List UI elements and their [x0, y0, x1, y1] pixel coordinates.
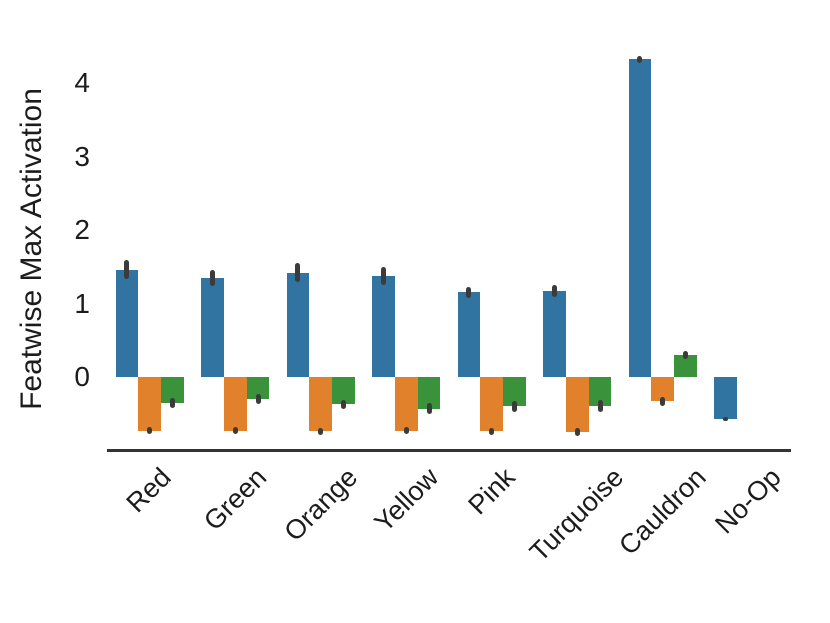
bar-green-cauldron	[674, 354, 697, 377]
error-bar	[232, 426, 238, 435]
error-bar	[683, 350, 689, 360]
bar-orange-orange	[309, 377, 333, 432]
y-tick-label: 0	[74, 361, 90, 392]
error-bar	[426, 403, 432, 414]
error-bar	[341, 399, 347, 409]
bar-blue-yellow	[372, 276, 395, 377]
error-bar	[660, 396, 666, 406]
y-tick-label: 4	[74, 67, 90, 98]
bar-orange-pink	[480, 377, 504, 432]
error-bar	[722, 416, 728, 422]
error-bar	[170, 397, 176, 408]
error-bar	[124, 260, 130, 280]
error-bar	[255, 393, 261, 405]
error-bar	[318, 427, 324, 436]
error-bar	[403, 426, 409, 435]
x-tick-label-orange: Orange	[277, 462, 363, 547]
x-tick-label-pink: Pink	[461, 462, 521, 521]
error-bar	[295, 263, 301, 283]
x-axis-line	[107, 449, 791, 452]
error-bar	[512, 401, 518, 412]
bar-green-orange	[332, 377, 355, 405]
bar-blue-green	[201, 277, 224, 377]
error-bar	[551, 285, 557, 297]
bar-orange-red	[138, 377, 162, 431]
bar-blue-pink	[457, 292, 481, 377]
error-bar	[466, 286, 472, 299]
bar-orange-cauldron	[651, 377, 675, 402]
bar-blue-red	[115, 269, 139, 377]
y-axis-tick-labels: 0 1 2 3 4	[0, 0, 90, 623]
error-bar	[574, 428, 580, 436]
y-tick-label: 1	[74, 287, 90, 319]
error-bar	[147, 426, 153, 435]
bar-green-red	[161, 377, 184, 403]
bar-green-turquoise	[588, 377, 612, 406]
x-tick-label-red: Red	[120, 462, 178, 519]
error-bar	[380, 267, 386, 286]
error-bar	[209, 269, 215, 286]
bar-green-pink	[503, 377, 526, 407]
bar-green-yellow	[417, 377, 441, 409]
y-tick-label: 2	[74, 214, 90, 245]
x-tick-label-turquoise: Turquoise	[524, 462, 630, 568]
bar-blue-turquoise	[543, 291, 566, 377]
error-bar	[637, 55, 643, 64]
bar-blue-orange	[286, 272, 310, 377]
bar-blue-cauldron	[628, 59, 652, 377]
x-tick-label-cauldron: Cauldron	[612, 462, 712, 561]
bar-blue-no-op	[714, 377, 737, 419]
x-tick-label-no-op: No-Op	[708, 462, 787, 540]
bar-orange-green	[223, 377, 247, 431]
x-tick-label-yellow: Yellow	[368, 462, 444, 538]
error-bar	[489, 427, 495, 436]
bar-orange-turquoise	[565, 377, 589, 433]
error-bar	[597, 399, 603, 412]
bar-orange-yellow	[394, 377, 418, 431]
y-tick-label: 3	[74, 140, 90, 172]
x-tick-label-green: Green	[197, 462, 273, 537]
bar-green-green	[246, 377, 270, 400]
